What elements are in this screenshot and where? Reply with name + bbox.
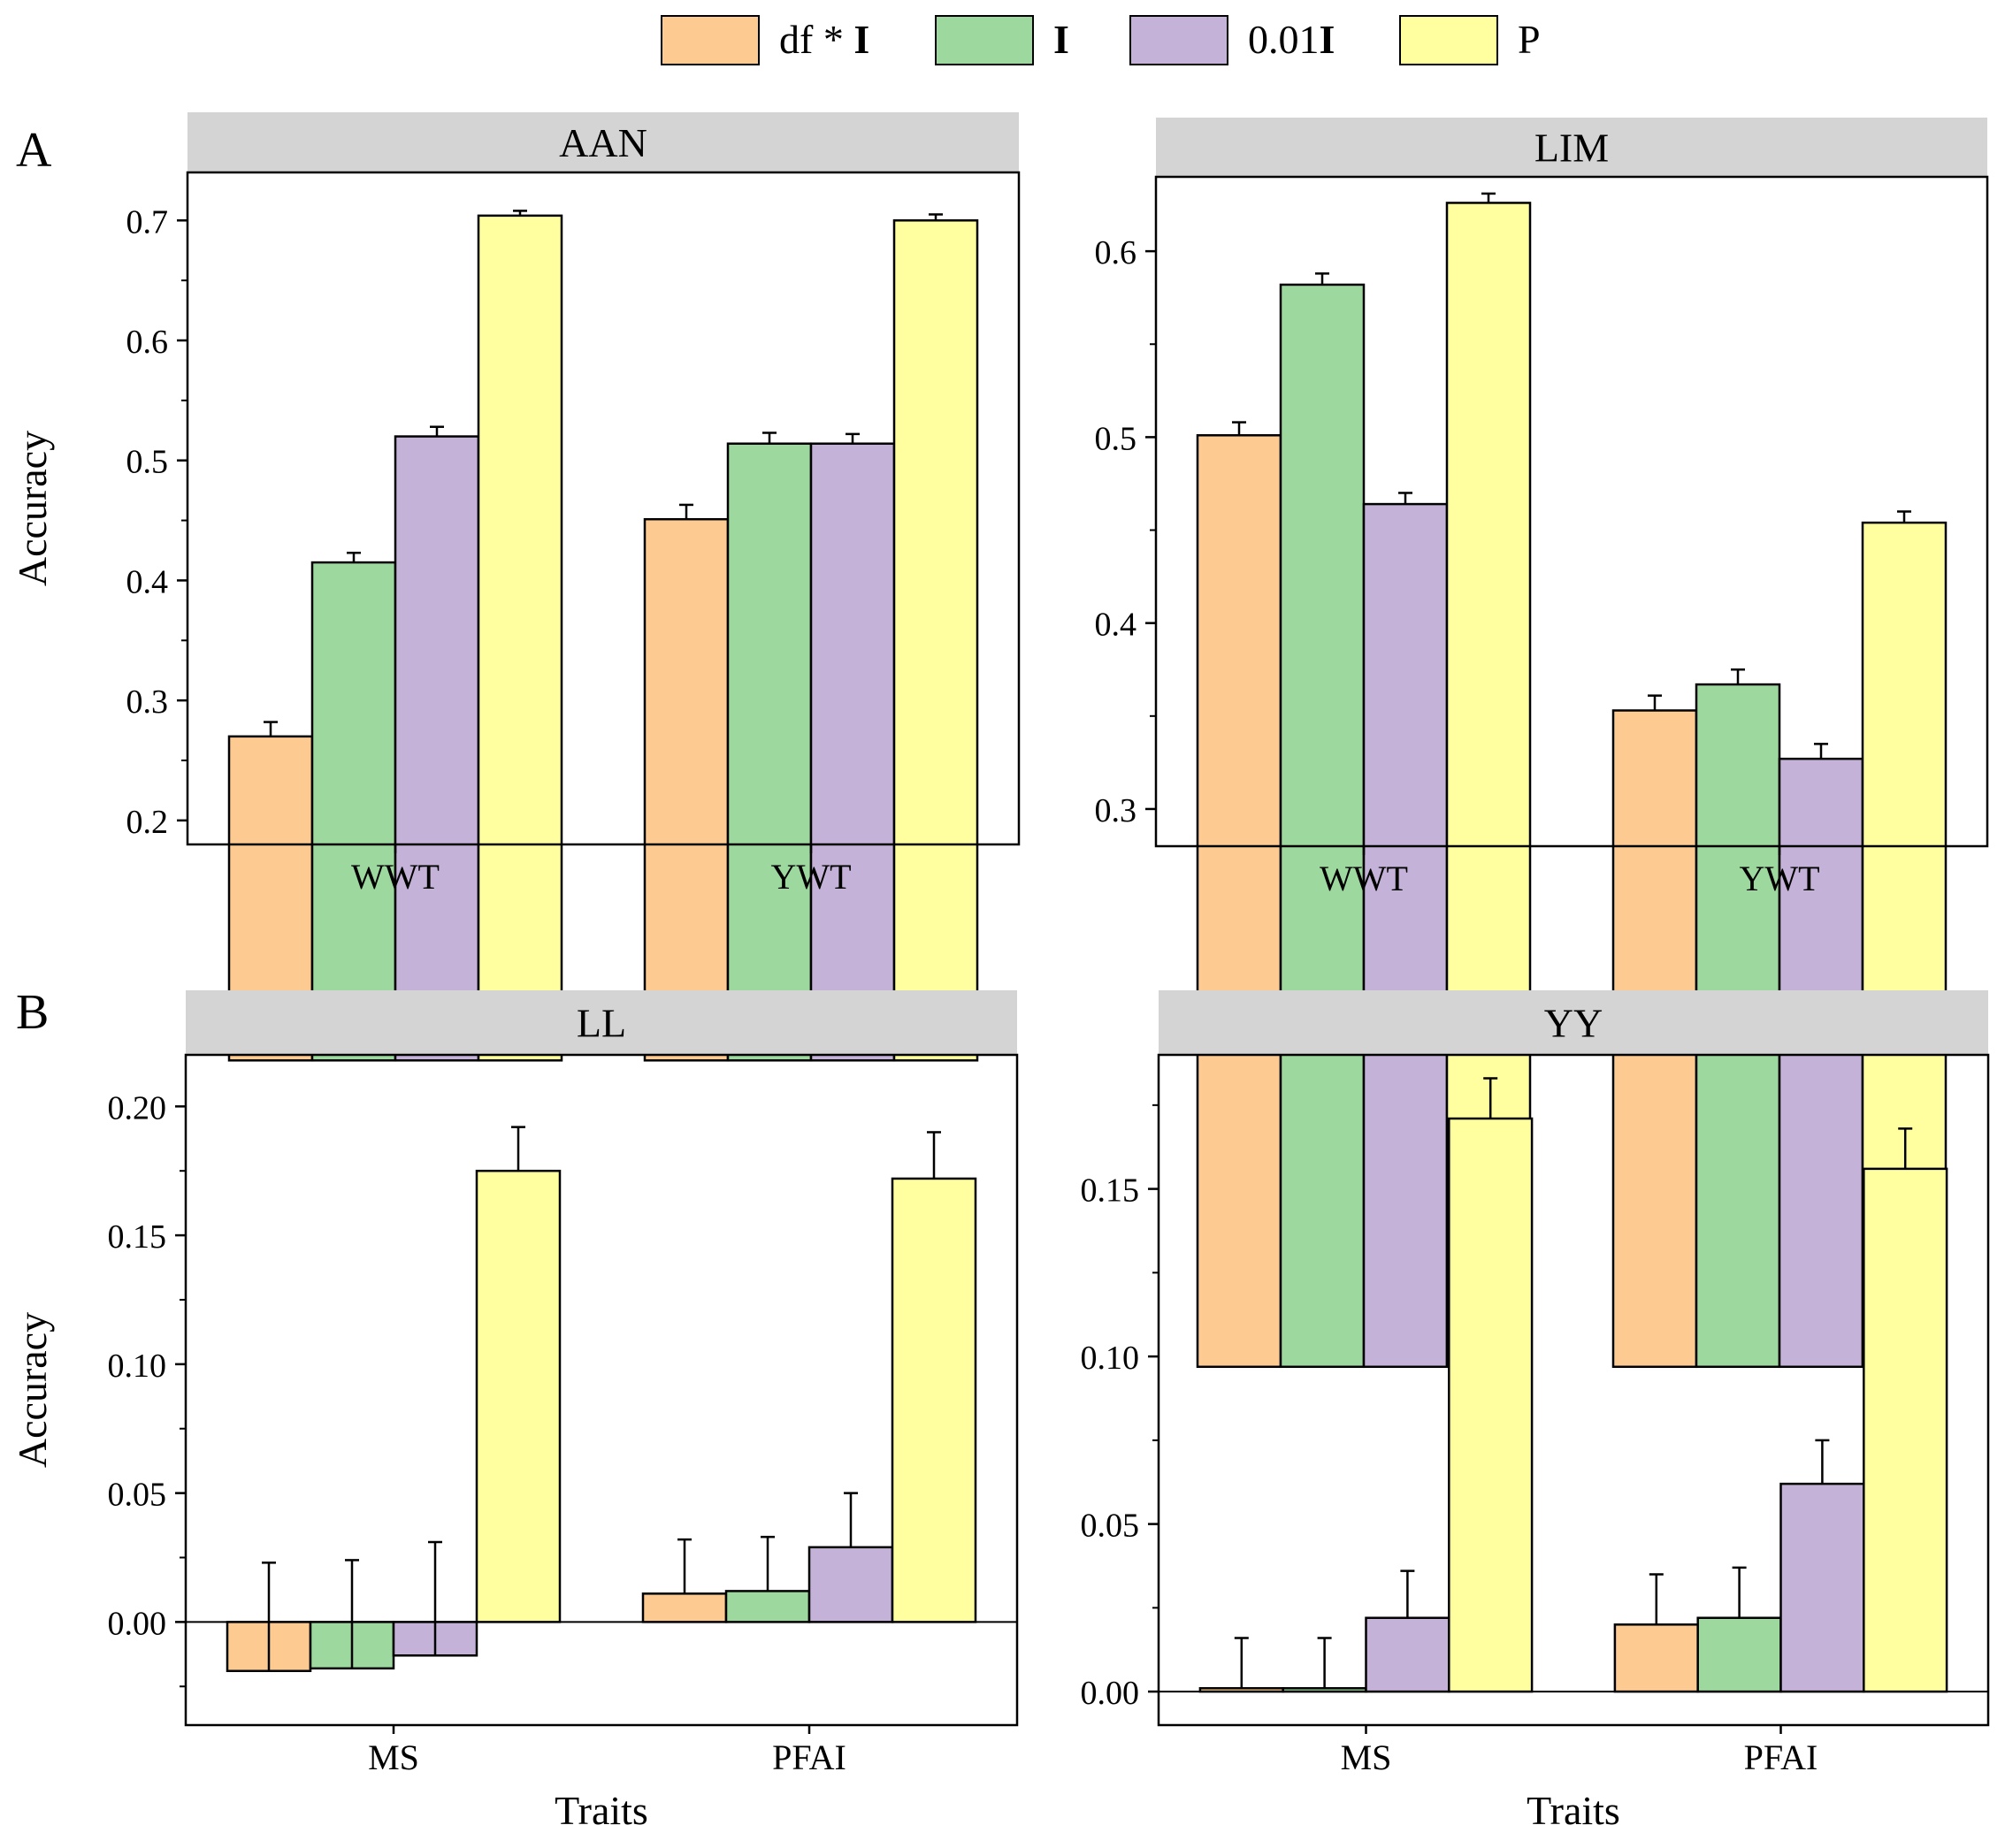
legend-swatch-0	[661, 15, 760, 65]
legend-label-text: 0.01	[1248, 17, 1320, 62]
legend-label-2: 0.01I	[1248, 17, 1335, 62]
panel-title: YY	[1544, 1001, 1603, 1046]
bar-ms-s1	[1282, 1687, 1367, 1693]
legend-label-bold: I	[853, 17, 869, 62]
x-tick-label: WWT	[351, 857, 440, 897]
bar-pfai-s3	[1863, 1167, 1948, 1693]
bar-pfai-s3	[891, 1177, 977, 1623]
y-tick-label: 0.10	[108, 1348, 167, 1385]
y-tick-label: 0.7	[126, 203, 169, 241]
plot-frame	[186, 171, 1021, 846]
row-label-a: A	[16, 123, 52, 178]
y-tick-label: 0.00	[1081, 1675, 1140, 1712]
bar-wwt-s3	[477, 214, 563, 1062]
y-tick-label: 0.15	[1081, 1172, 1140, 1210]
bar-ywt-s0	[643, 517, 730, 1062]
legend-label-bold: I	[1320, 17, 1335, 62]
chart-panel-lim: LIM 0.3 0.4 0.5 0.6 WWT YWT	[1095, 118, 1989, 1369]
bar-ywt-s2	[1778, 757, 1864, 1369]
y-tick-label: 0.4	[1095, 607, 1137, 644]
bar-pfai-s2	[1779, 1482, 1865, 1693]
bar-ms-s3	[1448, 1117, 1534, 1693]
chart-panel-ll: LL 0.00 0.05 0.10 0.15 0.20 MS PFAI Accuracy Trai…	[10, 990, 1019, 1833]
legend-label-text: P	[1518, 17, 1541, 62]
bar-pfai-s1	[1696, 1616, 1782, 1693]
plot-frame	[184, 1053, 1019, 1727]
y-tick-label: 0.5	[1095, 420, 1137, 457]
panel-header	[1156, 118, 1987, 177]
plot-frame	[1157, 1053, 1990, 1727]
y-tick-label: 0.3	[1095, 792, 1137, 829]
y-tick-label: 0.10	[1081, 1340, 1140, 1377]
x-tick-label: YWT	[1739, 859, 1819, 898]
row-label-b: B	[16, 985, 49, 1040]
bar-wwt-s1	[310, 561, 397, 1062]
bar-ywt-s2	[809, 442, 896, 1062]
y-tick-label: 0.5	[126, 444, 169, 481]
bar-ywt-s1	[726, 442, 813, 1062]
panel-title: LL	[577, 1001, 626, 1046]
plot-frame	[1154, 175, 1989, 848]
bar-pfai-s1	[724, 1590, 811, 1623]
x-axis-title: Traits	[555, 1788, 648, 1833]
legend-label-3: P	[1518, 17, 1541, 62]
legend: df * I I 0.01I P	[661, 15, 1541, 65]
panel-title: LIM	[1534, 126, 1609, 171]
bar-pfai-s0	[1613, 1623, 1699, 1693]
bar-ms-s3	[475, 1169, 562, 1623]
y-tick-label: 0.00	[108, 1605, 167, 1642]
x-tick-label: PFAI	[772, 1737, 846, 1777]
x-tick-label: PFAI	[1744, 1737, 1818, 1777]
y-tick-label: 0.4	[126, 563, 169, 600]
bar-wwt-s1	[1279, 283, 1366, 1369]
chart-panel-aan: AAN 0.2 0.3 0.4 0.5 0.6 0.7 WWT YWT Accuracy	[10, 112, 1021, 1062]
y-tick-label: 0.05	[1081, 1508, 1140, 1545]
bar-pfai-s0	[641, 1592, 728, 1623]
y-axis-title: Accuracy	[10, 431, 55, 586]
y-tick-label: 0.6	[126, 324, 169, 361]
legend-swatch-2	[1129, 15, 1228, 65]
panel-header	[187, 112, 1019, 172]
panel-header	[1159, 990, 1988, 1055]
panel-title: AAN	[559, 120, 647, 165]
panel-header	[186, 990, 1017, 1055]
x-tick-label: MS	[1341, 1737, 1392, 1777]
y-tick-label: 0.20	[108, 1089, 167, 1126]
bar-ms-s2	[1365, 1616, 1450, 1693]
y-tick-label: 0.6	[1095, 234, 1137, 271]
bar-wwt-s0	[1196, 434, 1282, 1369]
chart-panels: AAN 0.2 0.3 0.4 0.5 0.6 0.7 WWT YWT Accuracy LIM 0.…	[10, 112, 1990, 1833]
bar-wwt-s2	[1362, 502, 1449, 1369]
legend-swatch-3	[1399, 15, 1498, 65]
bar-ms-s0	[1198, 1687, 1284, 1693]
bar-pfai-s2	[807, 1546, 894, 1623]
legend-label-bold: I	[1053, 17, 1069, 62]
y-tick-label: 0.15	[108, 1218, 167, 1256]
legend-label-0: df * I	[779, 17, 869, 62]
legend-label-text: df *	[779, 17, 853, 62]
x-axis-title: Traits	[1527, 1788, 1620, 1833]
y-tick-label: 0.3	[126, 683, 169, 721]
y-tick-label: 0.2	[126, 804, 169, 841]
y-axis-title: Accuracy	[10, 1312, 55, 1468]
legend-label-1: I	[1053, 17, 1069, 62]
chart-panel-yy: YY 0.00 0.05 0.10 0.15 MS PFAI Traits	[1081, 990, 1990, 1833]
x-tick-label: YWT	[770, 857, 851, 897]
bar-ywt-s3	[892, 219, 979, 1062]
bar-wwt-s2	[394, 435, 480, 1062]
x-tick-label: MS	[368, 1737, 419, 1777]
x-tick-label: WWT	[1320, 859, 1408, 898]
legend-swatch-1	[935, 15, 1034, 65]
y-tick-label: 0.05	[108, 1477, 167, 1514]
